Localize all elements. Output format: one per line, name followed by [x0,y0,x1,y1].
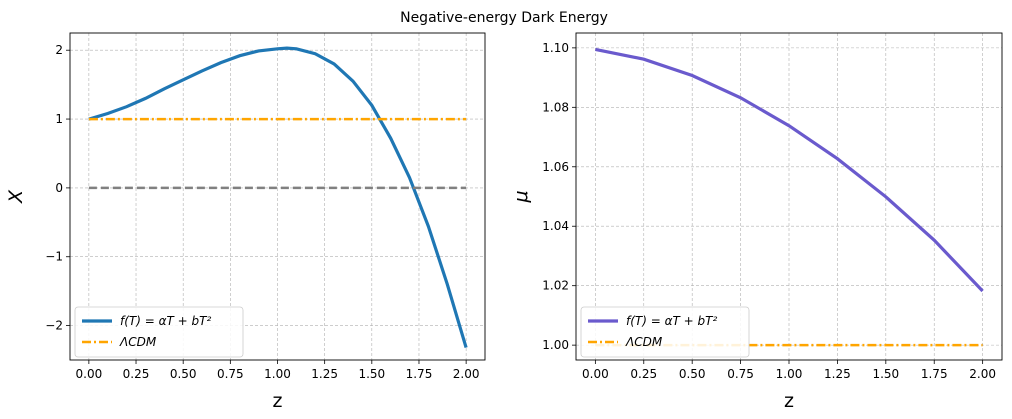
y-tick-label: 2 [55,43,63,57]
x-tick-label: 0.00 [582,367,609,381]
x-tick-label: 1.00 [776,367,803,381]
x-tick-label: 0.25 [123,367,150,381]
series-line-f-t-t-bt [595,47,984,293]
y-tick-label: 0 [55,181,63,195]
y-tick-label: 1.02 [542,279,569,293]
plot-frame [575,32,1003,361]
x-tick-label: 1.75 [406,367,433,381]
y-axis-label: μ [510,190,532,203]
y-tick-label: −1 [45,250,63,264]
x-tick-label: 1.50 [358,367,385,381]
legend-label: ΛCDM [625,335,663,349]
x-tick-label: 2.00 [453,367,480,381]
right-panel: 0.00 0.25 0.50 0.75 1.00 1.25 1.50 1.75 2.00 1.00… [510,32,1003,412]
legend-label: f(T) = αT + bT² [120,314,211,328]
x-tick-label: 0.25 [630,367,657,381]
legend-box [74,306,244,358]
x-axis-label: z [273,390,283,412]
x-tick-label: 1.25 [824,367,851,381]
y-tick-label: 1.06 [542,160,569,174]
x-tick-label: 0.50 [679,367,706,381]
y-tick-label: 1.08 [542,100,569,114]
plot-frame [69,32,486,361]
y-tick-label: 1.00 [542,338,569,352]
y-tick-label: 1 [55,112,63,126]
x-tick-label: 1.50 [872,367,899,381]
x-tick-label: 0.00 [76,367,103,381]
y-tick-label: −2 [45,319,63,333]
suptitle: Negative-energy Dark Energy [400,10,608,26]
y-axis-label: X [5,189,27,204]
legend-label: ΛCDM [119,335,157,349]
legend-label: f(T) = αT + bT² [626,314,717,328]
x-tick-label: 0.75 [217,367,244,381]
legend-box [580,306,750,358]
left-panel: 0.00 0.25 0.50 0.75 1.00 1.25 1.50 1.75 2.00 −2 −1… [5,32,486,412]
x-tick-label: 1.75 [921,367,948,381]
x-axis-label: z [784,390,794,412]
y-tick-label: 1.10 [542,41,569,55]
x-tick-label: 2.00 [969,367,996,381]
y-tick-label: 1.04 [542,219,569,233]
x-tick-label: 0.50 [170,367,197,381]
x-tick-label: 1.25 [311,367,338,381]
x-tick-label: 0.75 [727,367,754,381]
series-line-f-t-t-bt [88,46,468,349]
x-tick-label: 1.00 [264,367,291,381]
